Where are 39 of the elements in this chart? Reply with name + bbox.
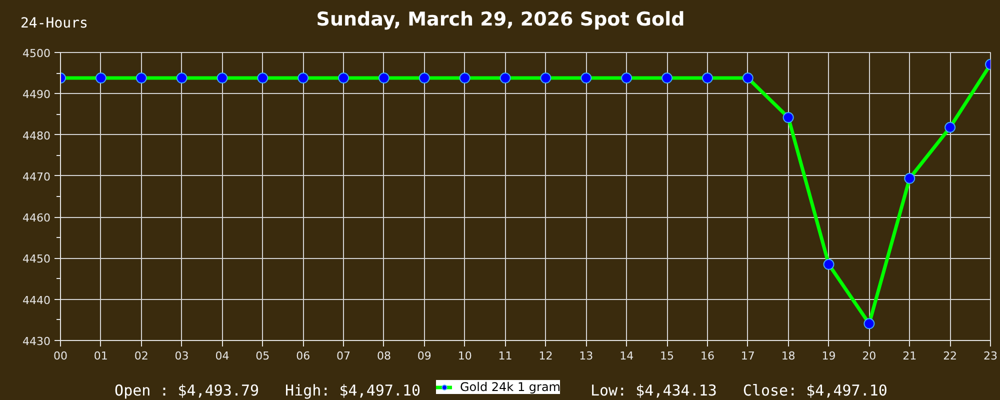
x-tick-label: 12: [538, 350, 553, 362]
x-tick-label: 17: [740, 350, 755, 362]
x-tick-label: 08: [376, 350, 391, 362]
x-tick-label: 20: [862, 350, 876, 362]
x-tick-label: 06: [296, 350, 310, 362]
x-tick-label: 00: [54, 350, 68, 362]
chart-title: Sunday, March 29, 2026 Spot Gold: [316, 8, 685, 30]
x-tick-label: 15: [660, 350, 674, 362]
text: Low: $4,434.13: [590, 382, 717, 400]
x-tick-label: 07: [336, 350, 351, 362]
x-tick-label: 21: [902, 350, 917, 362]
x-tick-label: 18: [781, 350, 796, 362]
y-tick-label: 4500: [22, 47, 51, 60]
y-tick-label: 4440: [22, 294, 51, 307]
text: Open : $4,493.79: [114, 382, 260, 400]
y-tick-label: 4490: [22, 88, 51, 102]
y-tick-label: 4470: [22, 170, 51, 184]
y-tick-label: 4480: [22, 129, 51, 142]
x-tick-label: 04: [215, 350, 230, 362]
x-tick-label: 13: [579, 350, 594, 362]
y-tick-label: 4450: [22, 252, 51, 266]
x-tick-label: 11: [498, 350, 512, 362]
x-tick-label: 14: [620, 350, 634, 362]
x-tick-label: 02: [134, 350, 148, 362]
x-tick-label: 09: [417, 350, 432, 362]
text: Close: $4,497.10: [742, 382, 888, 400]
x-tick-label: 03: [174, 350, 189, 362]
legend-label: Gold 24k 1 gram: [460, 380, 560, 394]
x-tick-label: 23: [984, 350, 998, 362]
x-tick-label: 19: [822, 350, 836, 362]
text: 24-Hours: [20, 16, 88, 32]
y-tick-label: 4430: [22, 335, 51, 348]
text: High: $4,497.10: [285, 382, 421, 400]
x-tick-label: 10: [458, 350, 472, 362]
y-tick-label: 4460: [22, 212, 51, 225]
x-tick-label: 05: [256, 350, 270, 362]
x-tick-label: 01: [94, 350, 108, 362]
x-tick-label: 16: [700, 350, 714, 362]
x-tick-label: 22: [943, 350, 958, 362]
